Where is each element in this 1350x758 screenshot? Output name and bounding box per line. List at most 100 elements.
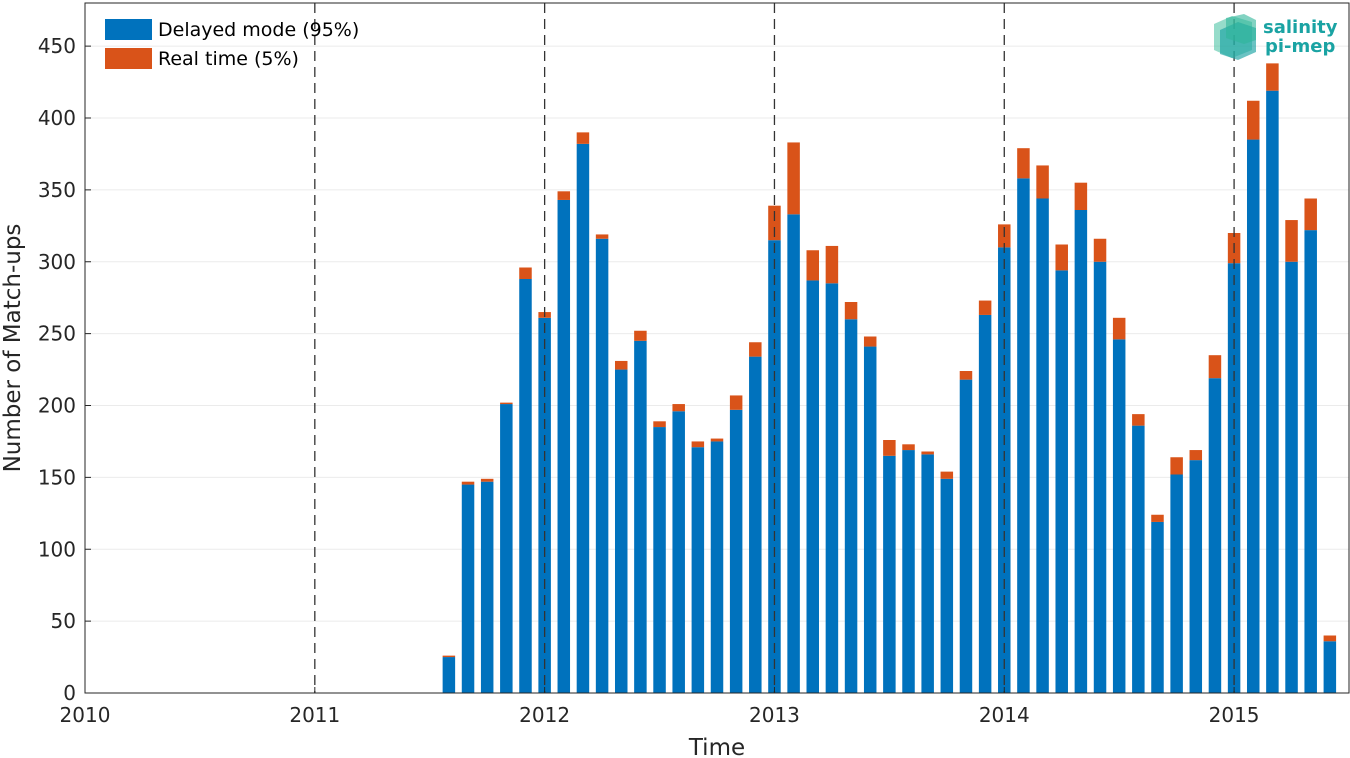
bar-delayed-2011-09 <box>461 484 475 693</box>
legend: Delayed mode (95%) Real time (5%) <box>105 19 359 70</box>
bar-realtime-2015-03 <box>1266 63 1279 91</box>
x-tick-label: 2015 <box>1209 703 1260 727</box>
bar-delayed-2011-11 <box>500 404 513 693</box>
bar-delayed-2012-08 <box>672 411 685 693</box>
bar-realtime-2014-02 <box>1017 148 1030 179</box>
legend-swatch-delayed <box>105 19 152 40</box>
bar-delayed-2013-07 <box>883 455 896 693</box>
bar-realtime-2014-11 <box>1189 450 1203 461</box>
bar-delayed-2015-02 <box>1246 139 1260 693</box>
bar-realtime-2013-09 <box>921 451 934 455</box>
bar-delayed-2013-09 <box>921 454 934 693</box>
bar-realtime-2013-12 <box>978 300 992 315</box>
y-tick-label: 250 <box>38 322 76 346</box>
y-tick-label: 450 <box>38 34 76 58</box>
bar-delayed-2013-11 <box>959 379 973 693</box>
bar-realtime-2012-06 <box>634 330 647 341</box>
bar-realtime-2014-09 <box>1151 514 1164 522</box>
bar-delayed-2014-02 <box>1017 178 1030 693</box>
bar-realtime-2013-03 <box>806 250 820 281</box>
bar-realtime-2013-02 <box>787 142 800 215</box>
bar-delayed-2014-03 <box>1036 198 1049 693</box>
bar-delayed-2015-04 <box>1285 261 1298 693</box>
legend-label-realtime: Real time (5%) <box>158 48 299 70</box>
x-axis-ticks: 2010 2011 2012 2013 2014 2015 <box>60 687 1260 727</box>
bar-realtime-2012-10 <box>710 438 724 442</box>
bar-delayed-2012-12 <box>749 356 762 693</box>
bar-delayed-2014-07 <box>1112 339 1126 693</box>
legend-label-delayed: Delayed mode (95%) <box>158 19 359 41</box>
bar-delayed-2015-01 <box>1227 263 1241 693</box>
bar-realtime-2014-10 <box>1170 457 1183 475</box>
bar-realtime-2012-02 <box>557 191 571 200</box>
bar-realtime-2012-08 <box>672 404 685 412</box>
logo-line1: salinity <box>1263 17 1338 38</box>
bar-delayed-2015-05 <box>1304 230 1317 693</box>
bar-delayed-2013-10 <box>940 478 954 693</box>
bar-delayed-2013-06 <box>863 346 877 693</box>
y-tick-label: 50 <box>51 609 76 633</box>
bar-realtime-2013-01 <box>768 205 781 241</box>
bar-delayed-2012-09 <box>691 447 705 693</box>
bar-delayed-2015-06 <box>1323 641 1337 693</box>
bar-delayed-2013-05 <box>844 319 858 693</box>
bar-delayed-2013-02 <box>787 214 800 693</box>
bar-delayed-2012-10 <box>710 441 724 693</box>
bar-realtime-2015-02 <box>1246 100 1260 140</box>
y-tick-label: 0 <box>63 681 76 705</box>
logo-line2: pi-mep <box>1265 36 1335 57</box>
y-axis-label: Number of Match-ups <box>0 224 26 473</box>
bar-realtime-2013-11 <box>959 371 973 380</box>
bar-realtime-2014-12 <box>1208 355 1222 379</box>
logo-emblem-icon <box>1214 14 1256 60</box>
bar-realtime-2012-12 <box>749 342 762 357</box>
bar-delayed-2014-05 <box>1074 210 1088 693</box>
bar-delayed-2011-12 <box>519 279 532 693</box>
bar-delayed-2012-11 <box>729 409 743 693</box>
bar-delayed-2013-01 <box>768 240 781 693</box>
bar-realtime-2015-05 <box>1304 198 1317 231</box>
bar-realtime-2012-07 <box>653 421 666 428</box>
legend-swatch-realtime <box>105 48 152 69</box>
bar-realtime-2011-09 <box>461 481 475 485</box>
y-tick-label: 300 <box>38 250 76 274</box>
bar-realtime-2013-06 <box>863 336 877 347</box>
bar-realtime-2012-11 <box>729 395 743 410</box>
bar-realtime-2014-08 <box>1132 414 1145 426</box>
bar-realtime-2015-04 <box>1285 220 1298 262</box>
bar-realtime-2014-06 <box>1093 238 1107 262</box>
bar-realtime-2014-04 <box>1055 244 1068 271</box>
bar-realtime-2011-11 <box>500 402 513 405</box>
bar-realtime-2015-06 <box>1323 635 1337 642</box>
bar-delayed-2012-05 <box>614 369 628 693</box>
bar-realtime-2012-05 <box>614 360 628 370</box>
bar-delayed-2014-04 <box>1055 270 1068 693</box>
y-tick-label: 200 <box>38 394 76 418</box>
y-tick-label: 100 <box>38 537 76 561</box>
bar-delayed-2011-08 <box>442 657 456 693</box>
bar-delayed-2013-03 <box>806 280 820 693</box>
bar-delayed-2014-12 <box>1208 378 1222 693</box>
bar-delayed-2012-06 <box>634 340 647 693</box>
bar-delayed-2012-02 <box>557 199 571 693</box>
bar-realtime-2013-05 <box>844 302 858 320</box>
x-axis-label: Time <box>688 735 745 758</box>
x-tick-label: 2010 <box>60 703 111 727</box>
bar-delayed-2013-08 <box>902 450 915 693</box>
bar-delayed-2014-10 <box>1170 474 1183 693</box>
y-tick-label: 150 <box>38 465 76 489</box>
bar-delayed-2012-07 <box>653 427 666 693</box>
bar-realtime-2013-08 <box>902 444 915 451</box>
bar-realtime-2013-10 <box>940 471 954 479</box>
bar-realtime-2014-07 <box>1112 317 1126 340</box>
bar-realtime-2011-10 <box>480 478 494 482</box>
bar-realtime-2012-03 <box>576 132 590 144</box>
x-tick-label: 2011 <box>289 703 340 727</box>
bar-delayed-2013-12 <box>978 314 992 693</box>
bar-delayed-2013-04 <box>825 283 839 693</box>
x-tick-label: 2013 <box>749 703 800 727</box>
year-separators <box>314 3 1235 693</box>
plot-frame <box>84 2 1350 694</box>
bar-delayed-2014-11 <box>1189 460 1203 693</box>
